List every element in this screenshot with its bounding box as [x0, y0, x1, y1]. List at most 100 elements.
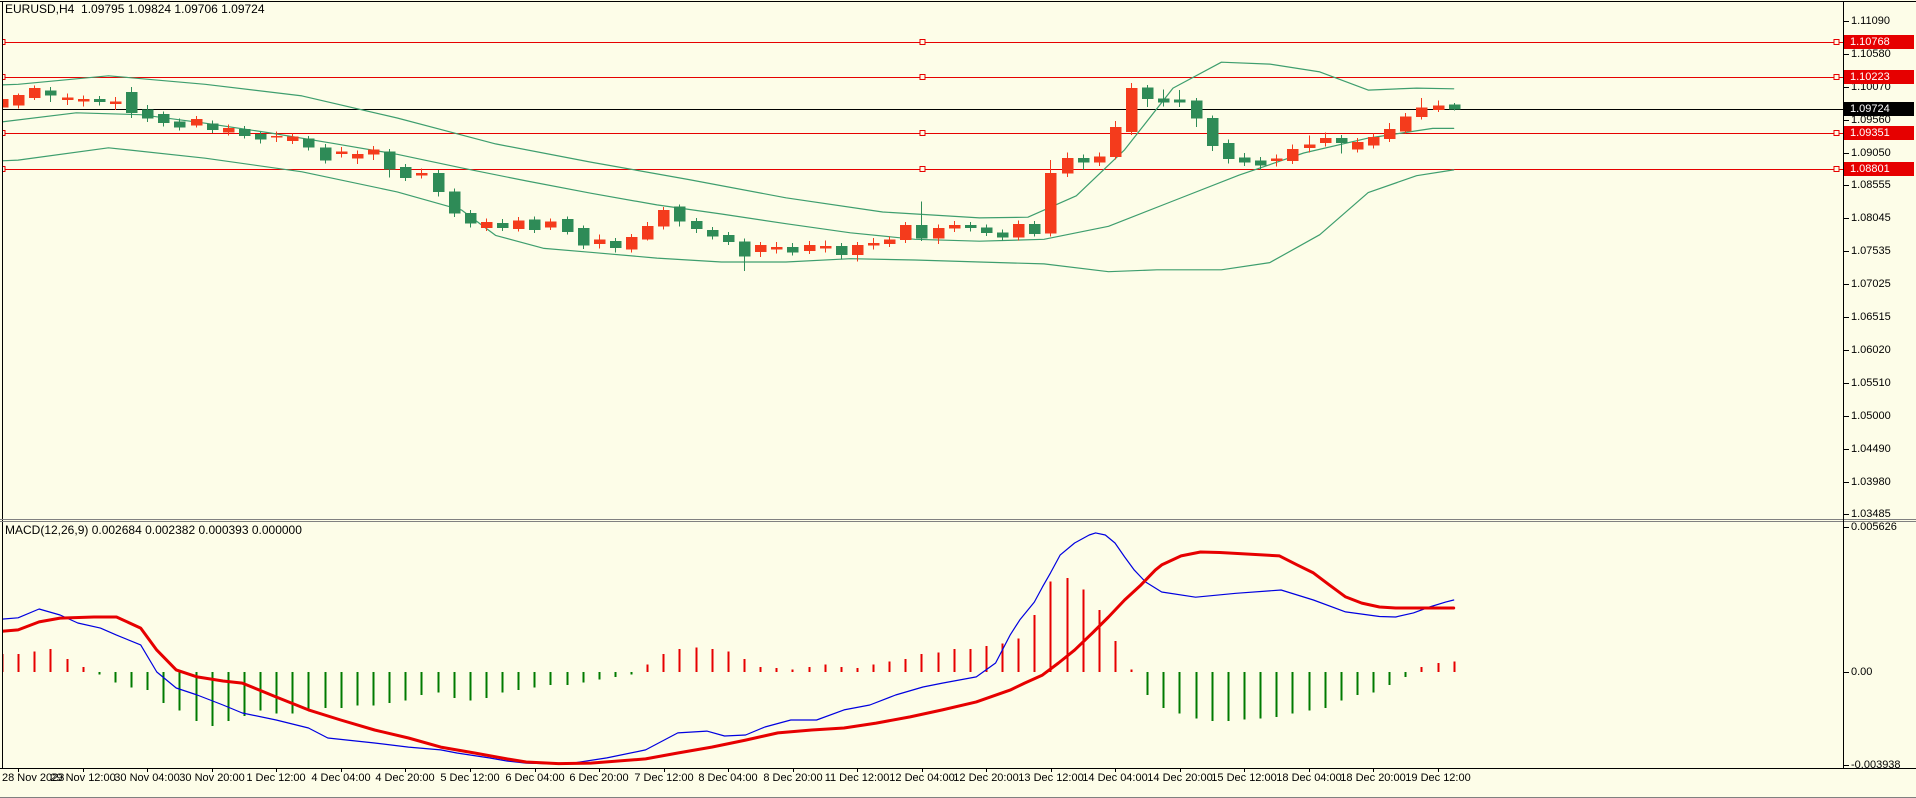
candle-body — [1383, 128, 1396, 139]
candle-body — [1125, 87, 1138, 132]
candle-body — [786, 246, 799, 253]
candle-body — [2, 98, 9, 108]
candle-body — [1335, 137, 1348, 143]
candle-body — [464, 213, 477, 224]
candle-body — [754, 244, 767, 252]
candle-body — [173, 121, 186, 128]
candle-body — [1077, 157, 1090, 163]
candle-body — [932, 228, 945, 239]
line-anchor-marker[interactable] — [919, 39, 926, 45]
candle-body — [1061, 157, 1074, 174]
candle-body — [1222, 143, 1235, 160]
candle-body — [383, 151, 396, 170]
candle-body — [448, 191, 461, 214]
bollinger-upper-band — [2, 61, 1455, 219]
macd-main-line — [2, 532, 1455, 765]
candle-body — [964, 224, 977, 228]
candle-body — [803, 244, 816, 252]
bollinger-lower-band — [2, 147, 1455, 273]
candle-body — [625, 237, 638, 250]
candle-body — [222, 128, 235, 133]
candle-body — [851, 244, 864, 256]
candle-body — [415, 172, 428, 176]
candle-body — [238, 128, 251, 136]
main-pane[interactable] — [0, 39, 1843, 273]
candle-body — [190, 119, 203, 126]
candle-body — [609, 240, 622, 248]
candle-body — [125, 91, 138, 114]
candle-body — [512, 220, 525, 230]
candle-body — [657, 209, 670, 227]
candle-body — [1254, 160, 1267, 166]
candle-body — [770, 246, 783, 250]
candle-body — [319, 147, 332, 161]
candle-body — [61, 97, 74, 101]
candle-body — [690, 220, 703, 230]
candle-body — [996, 232, 1009, 238]
candle-body — [1351, 141, 1364, 150]
candle-body — [206, 123, 219, 130]
candle-body — [1399, 116, 1412, 132]
candle-body — [593, 239, 606, 245]
macd-signal-line — [2, 550, 1456, 766]
candle-body — [77, 98, 90, 102]
candle-body — [1012, 224, 1025, 238]
candle-body — [93, 98, 106, 103]
bollinger-middle-band — [2, 112, 1455, 242]
candle-body — [1109, 126, 1122, 158]
line-anchor-marker[interactable] — [1833, 166, 1840, 172]
macd-pane[interactable] — [2, 532, 1456, 766]
candle-body — [738, 241, 751, 257]
candle-body — [1319, 137, 1332, 143]
candle-body — [1141, 87, 1154, 99]
candle-body — [528, 219, 541, 230]
candle-body — [496, 222, 509, 228]
candle-body — [480, 222, 493, 228]
candle-body — [706, 229, 719, 237]
candle-body — [270, 135, 283, 138]
candle-body — [28, 87, 41, 99]
candle-body — [1093, 156, 1106, 163]
candle-body — [1190, 100, 1203, 119]
line-anchor-marker[interactable] — [919, 166, 926, 172]
candle-body — [432, 172, 445, 193]
candle-body — [1044, 172, 1057, 234]
candle-body — [1206, 117, 1219, 147]
candle-body — [835, 246, 848, 256]
line-anchor-marker[interactable] — [919, 74, 926, 80]
candle-body — [286, 136, 299, 141]
candle-body — [1157, 98, 1170, 103]
candle-body — [641, 226, 654, 240]
candle-body — [1415, 107, 1428, 117]
candle-body — [351, 154, 364, 159]
line-anchor-marker[interactable] — [1833, 39, 1840, 45]
candle-body — [1286, 148, 1299, 162]
candle-body — [109, 101, 122, 104]
candle-body — [1303, 144, 1316, 149]
candle-body — [1173, 99, 1186, 103]
candle-body — [1448, 104, 1461, 110]
candles-series — [2, 82, 1461, 272]
candle-body — [948, 224, 961, 229]
line-anchor-marker[interactable] — [919, 130, 926, 136]
line-anchor-marker[interactable] — [1833, 130, 1840, 136]
candle-body — [1432, 105, 1445, 110]
candle-body — [1270, 158, 1283, 162]
candle-body — [673, 206, 686, 222]
line-anchor-marker[interactable] — [1833, 74, 1840, 80]
candle-body — [577, 228, 590, 246]
macd-histogram — [2, 577, 1456, 727]
candle-body — [1367, 137, 1380, 146]
candle-body — [722, 235, 735, 243]
candle-body — [44, 90, 57, 96]
candle-body — [367, 149, 380, 155]
candle-body — [819, 246, 832, 249]
candle-body — [883, 239, 896, 245]
candle-body — [915, 224, 928, 239]
candle-body — [980, 227, 993, 234]
candle-body — [399, 167, 412, 178]
candle-body — [302, 138, 315, 148]
candle-body — [157, 113, 170, 123]
candle-body — [561, 218, 574, 232]
